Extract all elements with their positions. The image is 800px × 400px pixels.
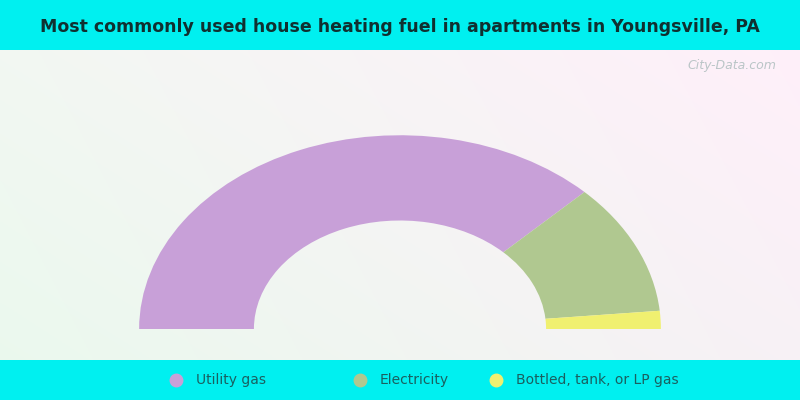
Wedge shape	[503, 192, 660, 319]
Text: City-Data.com: City-Data.com	[687, 59, 776, 72]
Text: Most commonly used house heating fuel in apartments in Youngsville, PA: Most commonly used house heating fuel in…	[40, 18, 760, 36]
Wedge shape	[546, 311, 661, 329]
Text: Electricity: Electricity	[380, 373, 449, 387]
Wedge shape	[139, 135, 585, 329]
Text: Bottled, tank, or LP gas: Bottled, tank, or LP gas	[516, 373, 678, 387]
Text: Utility gas: Utility gas	[196, 373, 266, 387]
